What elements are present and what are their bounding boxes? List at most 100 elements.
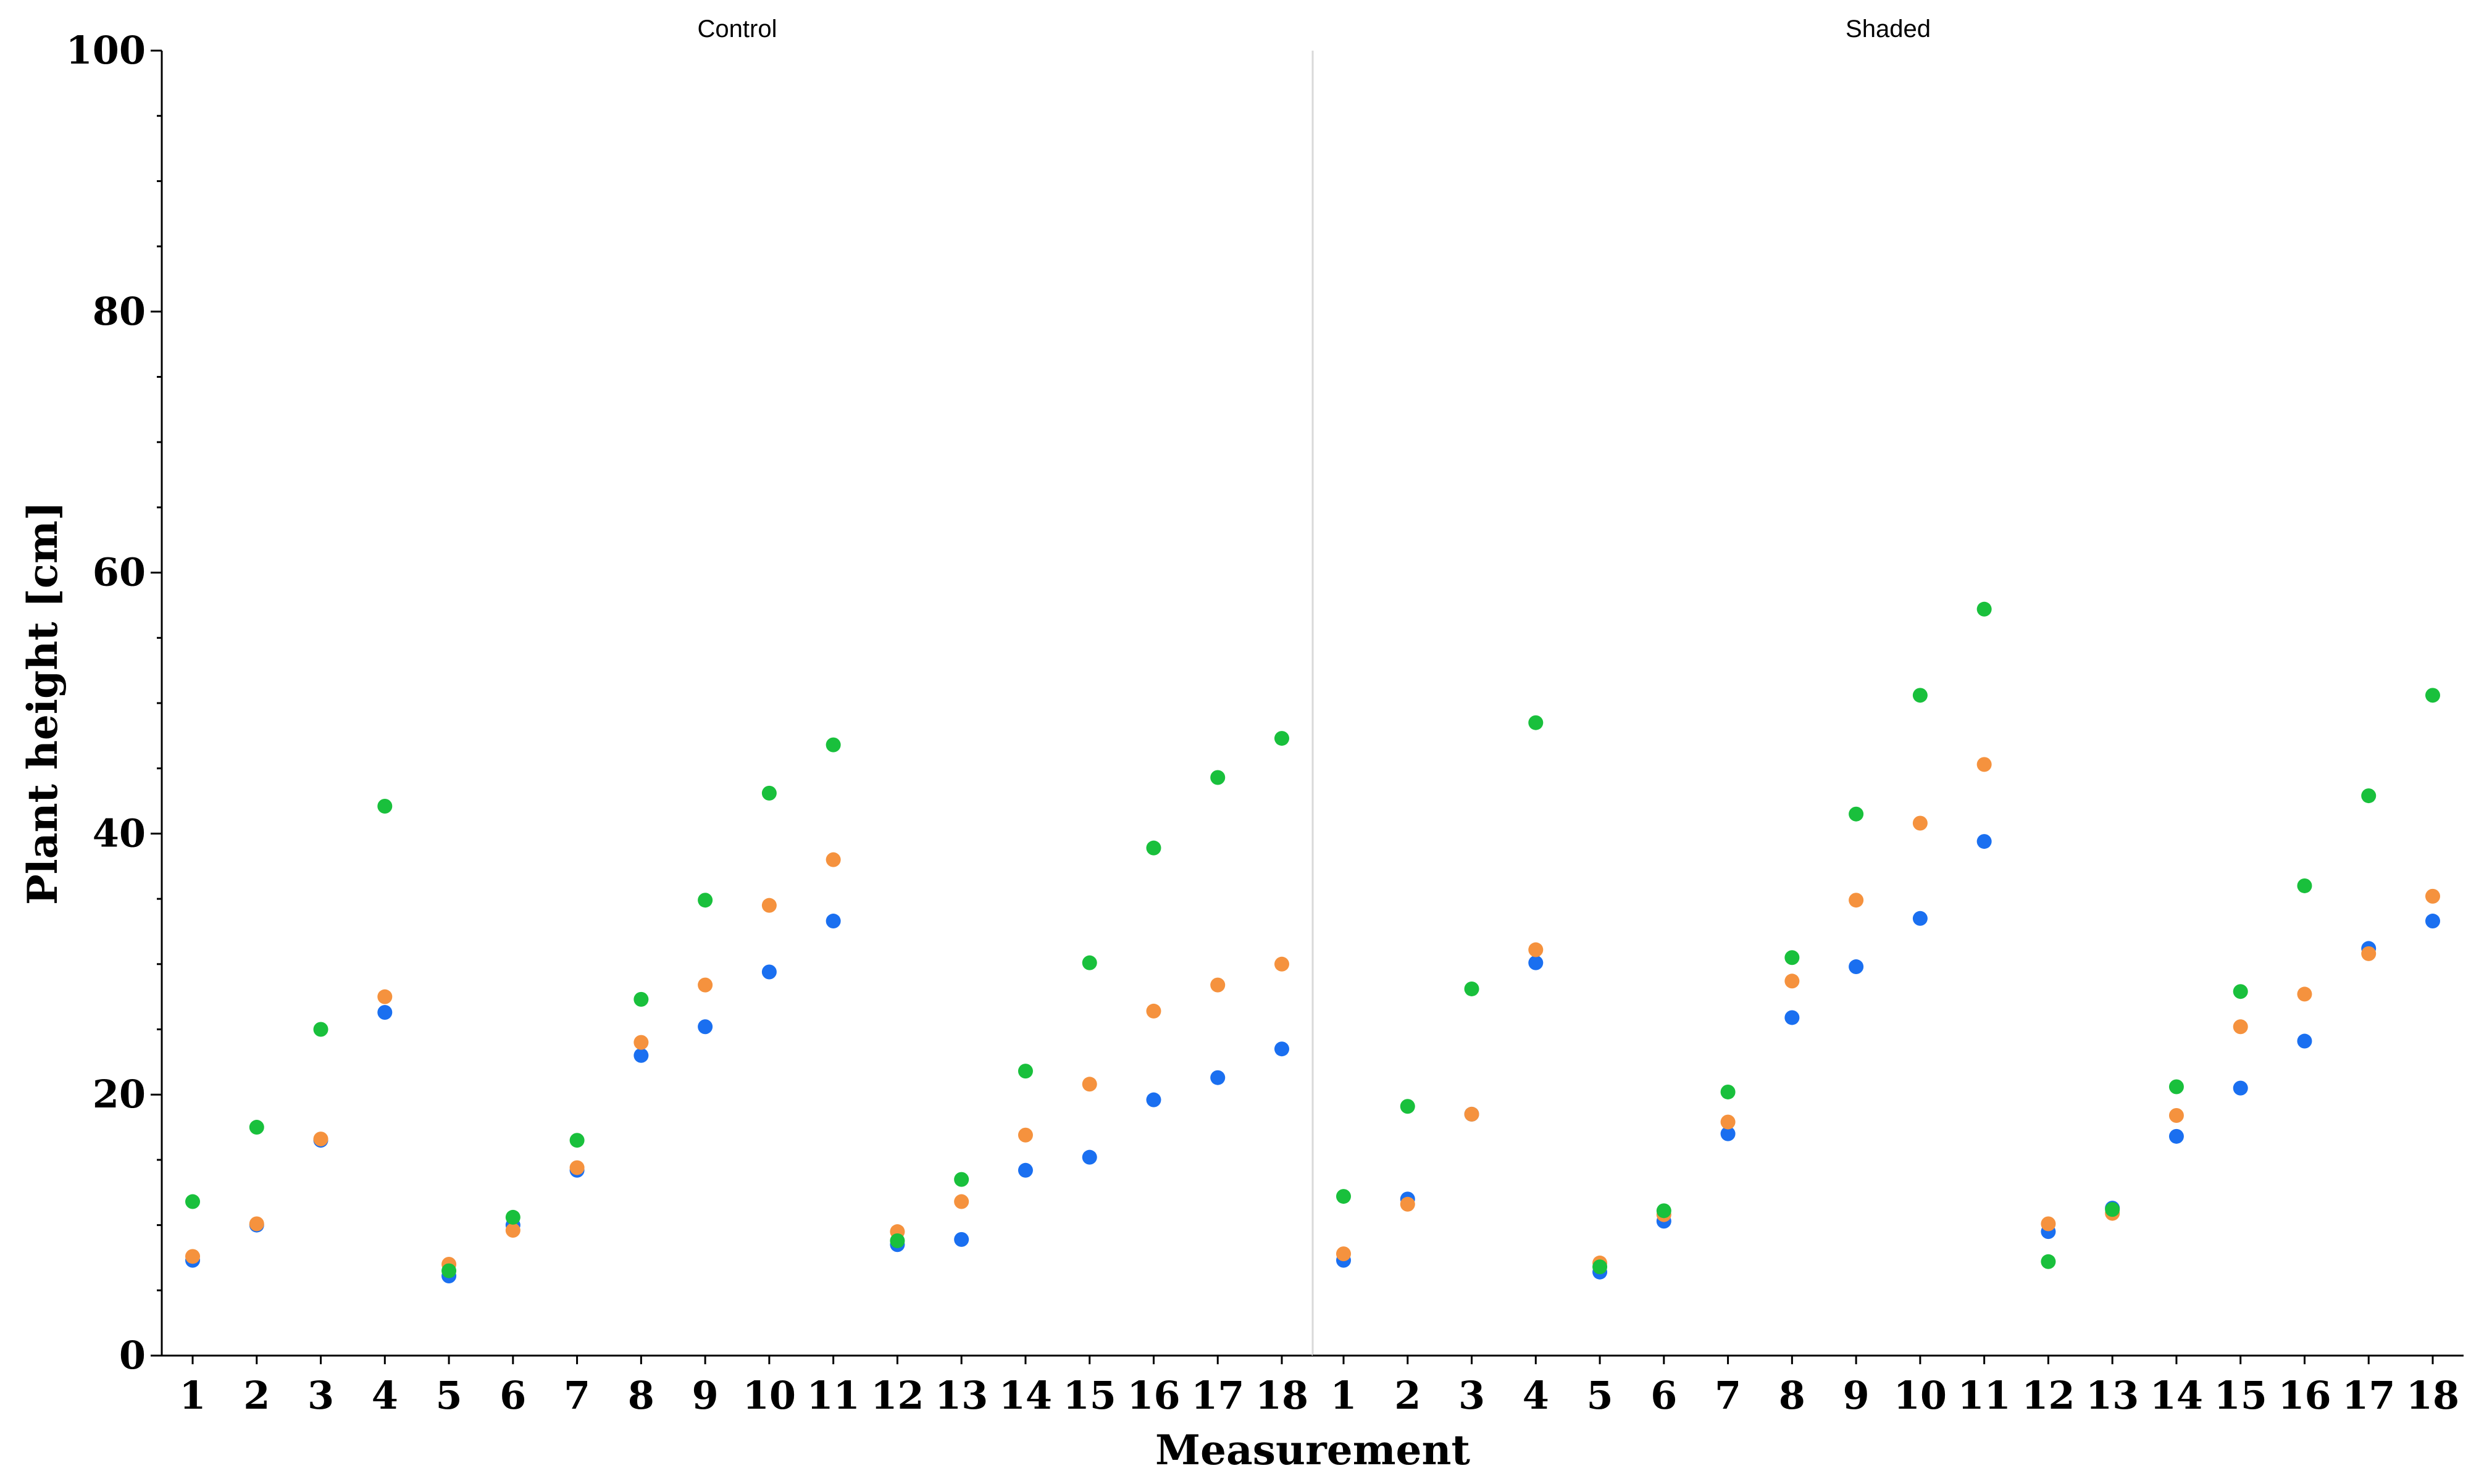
x-tick-label: 12 xyxy=(871,1373,924,1418)
data-point xyxy=(1146,840,1161,856)
data-point xyxy=(1720,1114,1736,1130)
data-point xyxy=(1210,977,1226,993)
data-point xyxy=(1784,1010,1800,1025)
x-tick-label: 11 xyxy=(807,1373,860,1418)
x-tick-label: 11 xyxy=(1958,1373,2011,1418)
x-tick-label: 7 xyxy=(1715,1373,1741,1418)
data-point xyxy=(826,737,841,752)
data-point xyxy=(313,1132,328,1147)
data-point xyxy=(569,1160,585,1175)
x-tick-label: 3 xyxy=(1458,1373,1485,1418)
data-point xyxy=(185,1249,200,1264)
x-tick-label: 2 xyxy=(243,1373,270,1418)
data-point xyxy=(698,977,713,993)
data-point xyxy=(2105,1202,2120,1217)
data-point xyxy=(1146,1092,1161,1107)
panel-title: Shaded xyxy=(1846,15,1931,43)
data-point xyxy=(441,1263,457,1278)
y-tick-label: 0 xyxy=(119,1333,146,1378)
data-point xyxy=(2425,914,2440,929)
data-point xyxy=(2361,788,2377,804)
data-point xyxy=(1720,1126,1736,1141)
data-point xyxy=(505,1223,521,1238)
x-tick-label: 4 xyxy=(372,1373,398,1418)
data-point xyxy=(633,1035,649,1050)
data-point xyxy=(505,1209,521,1225)
x-tick-label: 6 xyxy=(500,1373,526,1418)
x-tick-label: 8 xyxy=(628,1373,654,1418)
x-tick-label: 4 xyxy=(1523,1373,1549,1418)
x-tick-label: 15 xyxy=(1063,1373,1116,1418)
data-point xyxy=(2297,1033,2312,1049)
data-point xyxy=(2233,1019,2248,1035)
data-point xyxy=(633,1048,649,1063)
data-point xyxy=(2425,888,2440,904)
x-tick-label: 5 xyxy=(435,1373,462,1418)
x-tick-label: 10 xyxy=(1894,1373,1947,1418)
data-point xyxy=(377,799,393,814)
data-point xyxy=(826,914,841,929)
x-tick-label: 18 xyxy=(2406,1373,2459,1418)
y-tick-label: 100 xyxy=(66,28,146,73)
data-point xyxy=(1210,1070,1226,1085)
data-point xyxy=(1656,1203,1671,1219)
data-point xyxy=(1976,757,1992,772)
data-point xyxy=(1849,806,1864,822)
data-point xyxy=(569,1133,585,1148)
data-point xyxy=(1274,1041,1289,1057)
x-tick-label: 10 xyxy=(743,1373,796,1418)
data-point xyxy=(1912,688,1928,703)
data-point xyxy=(633,991,649,1007)
x-tick-label: 18 xyxy=(1255,1373,1308,1418)
x-tick-label: 5 xyxy=(1586,1373,1613,1418)
y-tick-label: 60 xyxy=(93,550,146,595)
data-point xyxy=(2297,986,2312,1002)
x-tick-label: 13 xyxy=(935,1373,988,1418)
y-axis: 0 20 40 60 80 100 xyxy=(66,28,163,1378)
data-point xyxy=(1336,1189,1351,1204)
data-point xyxy=(1146,1003,1161,1019)
panel-title: Control xyxy=(698,15,777,43)
data-point xyxy=(2233,1080,2248,1096)
data-point xyxy=(185,1194,200,1209)
data-point xyxy=(890,1233,905,1248)
data-point xyxy=(698,1019,713,1035)
x-tick-label: 16 xyxy=(1127,1373,1180,1418)
x-tick-label: 6 xyxy=(1650,1373,1677,1418)
x-tick-label: 15 xyxy=(2214,1373,2267,1418)
data-point xyxy=(954,1232,969,1247)
data-point xyxy=(1274,731,1289,746)
data-point xyxy=(954,1194,969,1209)
data-point xyxy=(2168,1079,2184,1094)
x-tick-label: 16 xyxy=(2278,1373,2331,1418)
data-point xyxy=(2297,878,2312,893)
x-tick-label: 1 xyxy=(1330,1373,1357,1418)
x-tick-label: 2 xyxy=(1394,1373,1421,1418)
data-point xyxy=(761,785,777,801)
data-point xyxy=(1400,1196,1415,1212)
data-point xyxy=(1849,959,1864,975)
data-point xyxy=(1849,893,1864,908)
data-point xyxy=(1464,981,1479,996)
x-tick-label: 12 xyxy=(2022,1373,2075,1418)
data-point xyxy=(1018,1064,1033,1079)
data-point xyxy=(377,1005,393,1020)
x-tick-label: 3 xyxy=(307,1373,334,1418)
data-point xyxy=(249,1216,264,1232)
data-point xyxy=(761,898,777,913)
y-tick-label: 80 xyxy=(93,289,146,334)
x-tick-label: 8 xyxy=(1779,1373,1805,1418)
x-tick-label: 9 xyxy=(692,1373,719,1418)
data-point xyxy=(1464,1106,1479,1122)
data-point xyxy=(377,989,393,1004)
data-point xyxy=(1336,1246,1351,1262)
data-point xyxy=(1592,1259,1608,1275)
y-tick-label: 20 xyxy=(93,1072,146,1117)
x-tick-label: 13 xyxy=(2086,1373,2139,1418)
data-point xyxy=(1528,955,1544,970)
x-tick-label: 14 xyxy=(999,1373,1052,1418)
